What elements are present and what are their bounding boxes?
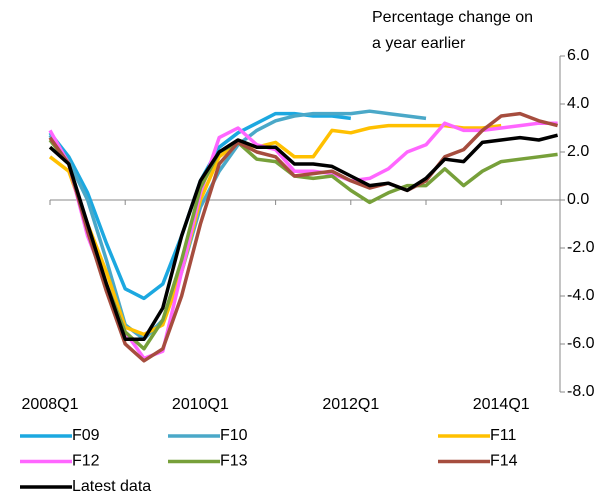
legend-label: Latest data xyxy=(72,478,151,495)
legend-label: F11 xyxy=(490,427,516,444)
legend-label: F14 xyxy=(490,453,518,470)
x-tick-label: 2014Q1 xyxy=(473,396,530,413)
series-line xyxy=(48,121,558,361)
series-line xyxy=(48,133,559,341)
series-line xyxy=(48,123,502,337)
legend-label: F10 xyxy=(220,427,248,444)
y-tick-label: -2.0 xyxy=(567,239,595,256)
y-tick-label: 4.0 xyxy=(567,95,589,112)
x-tick-label: 2012Q1 xyxy=(322,396,379,413)
x-tick-label: 2008Q1 xyxy=(22,396,79,413)
y-tick-label: -8.0 xyxy=(567,383,595,400)
y-tick-label: -6.0 xyxy=(567,335,595,352)
y-tick-label: -4.0 xyxy=(567,287,595,304)
y-tick-label: 2.0 xyxy=(567,143,589,160)
y-tick-label: 6.0 xyxy=(567,47,589,64)
y-tick-label: 0.0 xyxy=(567,191,589,208)
legend-label: F13 xyxy=(220,453,248,470)
series-line xyxy=(48,109,427,341)
legend-label: F12 xyxy=(72,453,100,470)
y-axis-title: Percentage change on xyxy=(372,9,533,26)
x-tick-label: 2010Q1 xyxy=(172,396,229,413)
y-axis-title: a year earlier xyxy=(372,35,466,52)
series-line xyxy=(48,111,559,363)
legend-label: F09 xyxy=(72,427,100,444)
